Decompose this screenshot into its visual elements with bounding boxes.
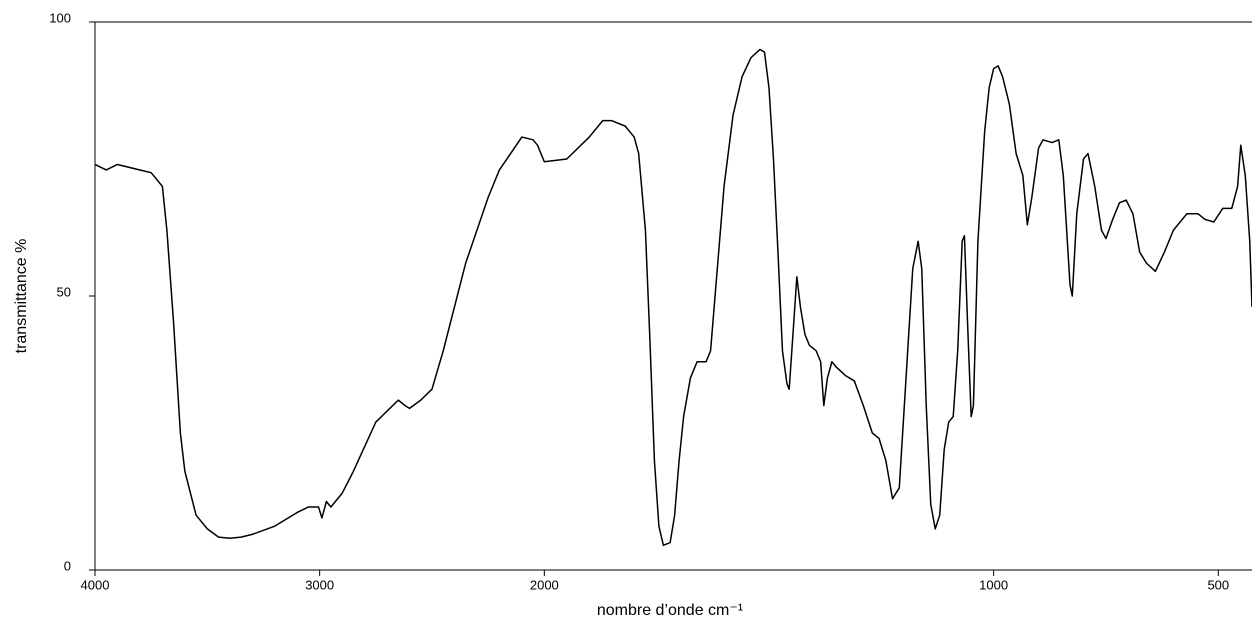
y-tick-label: 100: [49, 10, 71, 25]
x-tick-label: 2000: [530, 577, 559, 592]
x-axis-label: nombre d’onde cm⁻¹: [597, 602, 743, 619]
spectrum-line: [94, 48, 1252, 547]
y-tick-label: 0: [64, 558, 71, 573]
x-tick-label: 3000: [305, 577, 334, 592]
x-tick-label: 4000: [81, 577, 110, 592]
x-tick-label: 500: [1207, 577, 1229, 592]
y-axis-label: transmittance %: [13, 239, 30, 354]
x-tick-label: 1000: [979, 577, 1008, 592]
y-tick-label: 50: [57, 284, 71, 299]
